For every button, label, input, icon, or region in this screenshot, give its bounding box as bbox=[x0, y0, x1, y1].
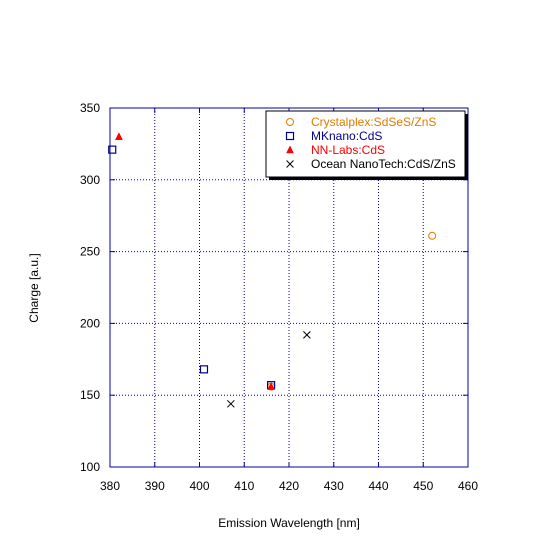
x-tick-label: 430 bbox=[324, 479, 344, 493]
y-tick-label: 250 bbox=[80, 245, 100, 259]
data-point-series-3 bbox=[115, 132, 123, 140]
legend-entry-1: Crystalplex:SdSeS/ZnS bbox=[311, 115, 436, 129]
x-tick-label: 460 bbox=[458, 479, 478, 493]
x-tick-label: 420 bbox=[279, 479, 299, 493]
ticks: 380 390 400 410 420 430 440 450 460 100 150 200 250 3… bbox=[80, 101, 478, 493]
x-tick-label: 400 bbox=[189, 479, 209, 493]
x-tick-label: 440 bbox=[368, 479, 388, 493]
y-tick-label: 150 bbox=[80, 388, 100, 402]
x-marker-stroke bbox=[286, 160, 294, 168]
legend-box bbox=[265, 110, 466, 178]
x-tick-label: 380 bbox=[100, 479, 120, 493]
data-point-series-4 bbox=[226, 399, 235, 408]
data-point-series-1 bbox=[428, 231, 437, 240]
y-tick-label: 100 bbox=[80, 460, 100, 474]
data-point-series-3 bbox=[267, 382, 276, 390]
x-tick-label: 410 bbox=[234, 479, 254, 493]
y-tick-label: 300 bbox=[80, 173, 100, 187]
x-tick-label: 390 bbox=[145, 479, 165, 493]
legend-entry-3: NN-Labs:CdS bbox=[311, 143, 385, 157]
x-marker-stroke bbox=[303, 331, 311, 339]
legend-entry-2: MKnano:CdS bbox=[311, 129, 382, 143]
legend-marker-2 bbox=[285, 131, 295, 141]
data-points bbox=[108, 132, 437, 408]
legend-marker-3 bbox=[286, 145, 294, 154]
y-axis-label: Charge [a.u.] bbox=[27, 253, 41, 322]
x-tick-label: 450 bbox=[413, 479, 433, 493]
legend: Crystalplex:SdSeS/ZnSMKnano:CdSNN-Labs:C… bbox=[265, 110, 468, 180]
legend-entry-4: Ocean NanoTech:CdS/ZnS bbox=[311, 157, 456, 171]
data-point-series-2 bbox=[108, 145, 117, 154]
legend-marker-4 bbox=[286, 160, 294, 168]
data-point-series-4 bbox=[303, 331, 311, 339]
x-axis-label: Emission Wavelength [nm] bbox=[218, 516, 360, 530]
y-tick-label: 350 bbox=[80, 101, 100, 115]
y-tick-label: 200 bbox=[80, 316, 100, 330]
legend-marker-1 bbox=[286, 118, 294, 126]
data-point-series-2 bbox=[199, 365, 209, 374]
x-marker-stroke bbox=[226, 399, 235, 408]
